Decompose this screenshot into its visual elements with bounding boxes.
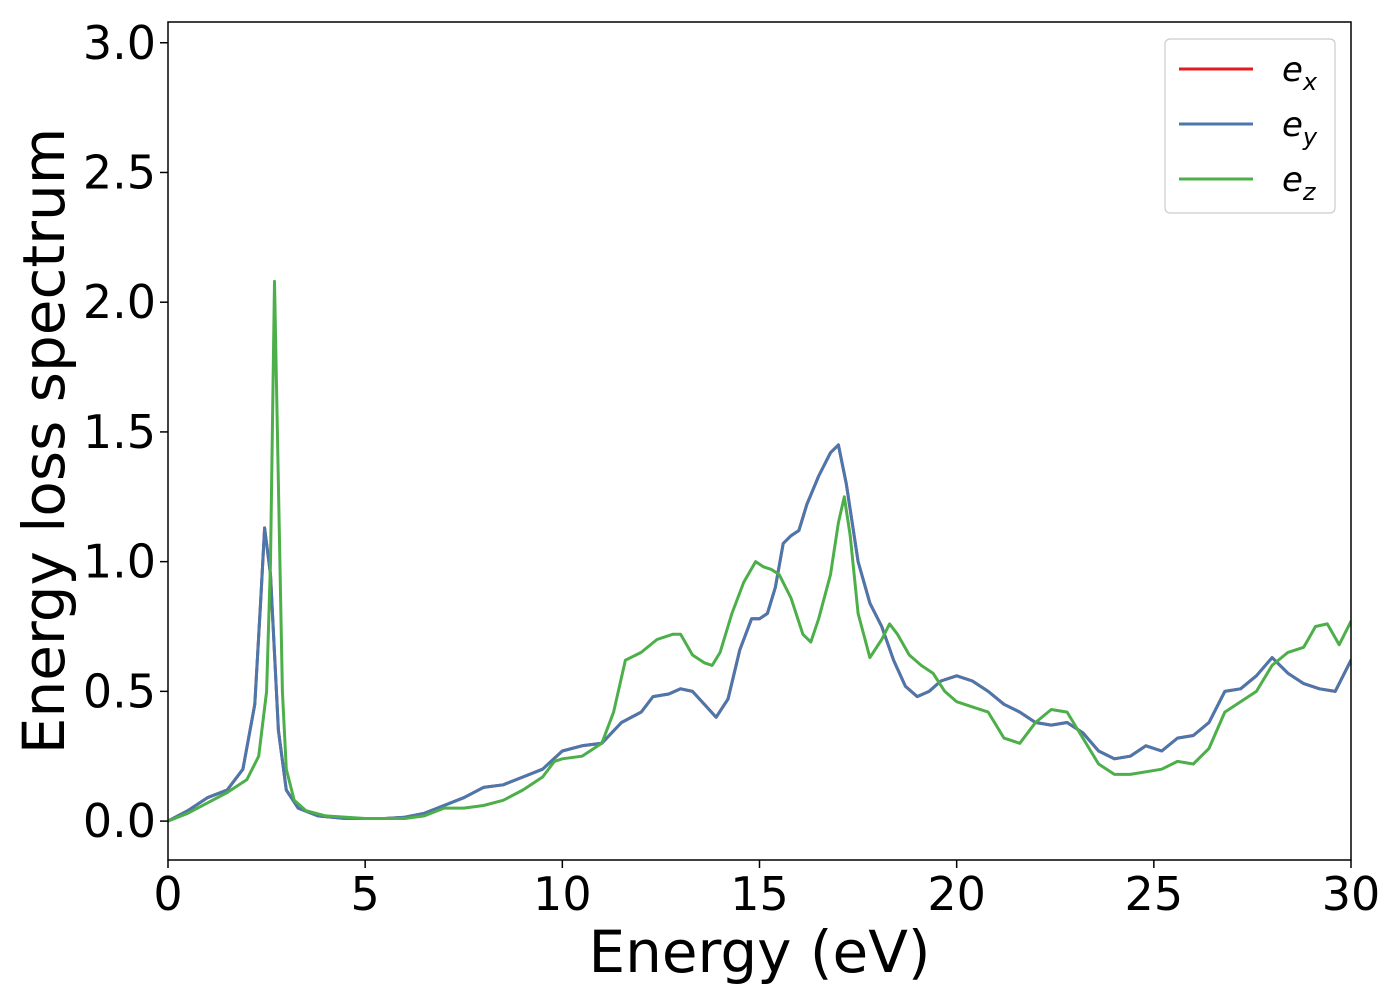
- x-tick-label: 30: [1322, 867, 1381, 921]
- x-tick-label: 20: [927, 867, 986, 921]
- x-axis-ticks: 0 5 10 15 20 25 30: [153, 860, 1380, 921]
- legend-label-ez: ez: [1282, 160, 1317, 206]
- series-layer: [168, 279, 1351, 823]
- y-tick-label: 0.5: [83, 664, 156, 718]
- y-tick-label: 2.5: [83, 145, 156, 199]
- series-line-ez: [168, 279, 1351, 823]
- y-tick-label: 2.0: [83, 275, 156, 329]
- legend-label-ex: ex: [1282, 50, 1318, 96]
- legend-label-ey: ey: [1282, 105, 1318, 151]
- y-tick-label: 1.0: [83, 535, 156, 589]
- x-tick-label: 0: [153, 867, 182, 921]
- y-tick-label: 1.5: [83, 405, 156, 459]
- x-tick-label: 25: [1125, 867, 1184, 921]
- y-axis-ticks: 0.0 0.5 1.0 1.5 2.0 2.5 3.0: [83, 16, 168, 848]
- y-tick-label: 3.0: [83, 16, 156, 70]
- legend: ex ey ez: [1164, 38, 1336, 214]
- x-axis-label: Energy (eV): [588, 918, 930, 986]
- y-axis-label: Energy loss spectrum: [10, 128, 78, 754]
- x-tick-label: 15: [730, 867, 789, 921]
- legend-box: [1164, 38, 1336, 214]
- x-tick-label: 5: [351, 867, 380, 921]
- x-tick-label: 10: [533, 867, 592, 921]
- y-tick-label: 0.0: [83, 794, 156, 848]
